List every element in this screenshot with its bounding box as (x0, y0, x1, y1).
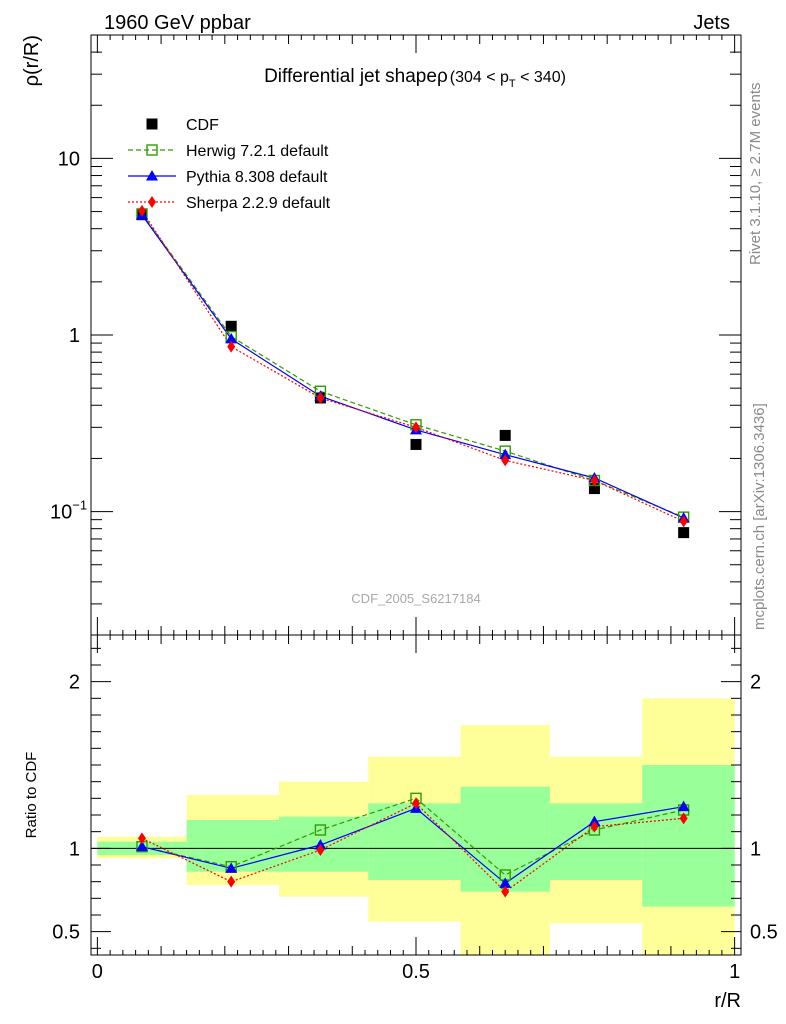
data-point-sherpa (590, 474, 599, 487)
ratio-y-tick-label-right: 1 (750, 838, 761, 860)
data-point-data (225, 320, 237, 332)
series-points-pythia (135, 209, 690, 523)
series-pythia (141, 214, 684, 519)
legend-marker-sherpa (148, 196, 156, 208)
ratio-y-tick-label: 2 (69, 672, 80, 694)
main-ticks: 10 1 10−1 (50, 34, 741, 636)
ratio-point-pythia (135, 840, 148, 852)
data-point-data (499, 429, 511, 441)
rivet-version-label: Rivet 3.1.10, ≥ 2.7M events (747, 83, 764, 266)
main-title-sub: T (509, 78, 516, 90)
mcplots-label: mcplots.cern.ch [arXiv:1306.3436] (751, 403, 768, 630)
x-tick-label: 0 (92, 961, 103, 983)
ratio-y-tick-label: 1 (69, 838, 80, 860)
series-points-data (136, 209, 690, 539)
x-tick-label: 0.5 (402, 961, 430, 983)
legend-label-pythia: Pythia 8.308 default (186, 169, 328, 186)
y-tick-label: 1 (69, 325, 80, 347)
data-point-sherpa (501, 454, 510, 467)
series-points-herwig (136, 208, 690, 523)
band-green (642, 765, 735, 907)
main-title: Differential jet shapeρ (304 < pT < 340) (264, 66, 566, 90)
x-axis-label: r/R (714, 990, 741, 1012)
ratio-point-sherpa (590, 820, 599, 833)
data-point-pythia (499, 448, 512, 460)
main-title-range: (304 < p (450, 69, 509, 86)
x-tick-label: 1 (729, 961, 740, 983)
data-point-pythia (225, 332, 238, 344)
series-line-herwig (141, 213, 684, 518)
ratio-y-tick-label-right: 0.5 (750, 922, 778, 944)
ratio-point-sherpa (501, 885, 510, 898)
ratio-point-pythia (677, 800, 690, 812)
ratio-y-tick-label: 0.5 (52, 922, 80, 944)
series-sherpa (141, 210, 684, 522)
data-point-sherpa (227, 340, 236, 353)
legend-label-herwig: Herwig 7.2.1 default (186, 143, 329, 160)
ratio-point-sherpa (679, 812, 688, 825)
ratio-point-sherpa (137, 832, 146, 845)
band-green (186, 820, 279, 872)
ratio-panel: 0.5 0.5 1 1 2 2 0 0.5 1 Ratio to CDF r/R (23, 634, 778, 1012)
ratio-y-tick-label-right: 2 (750, 672, 761, 694)
y-tick-label: 10−1 (50, 498, 87, 524)
legend-label-data: CDF (186, 117, 219, 134)
ratio-y-axis-label: Ratio to CDF (23, 752, 40, 839)
y-tick-label-exponent: −1 (72, 498, 87, 513)
series-herwig (141, 213, 684, 518)
band-green (368, 803, 461, 880)
data-point-sherpa (137, 204, 146, 217)
process-label: Jets (693, 12, 730, 34)
series-line-pythia (141, 214, 684, 519)
ratio-point-sherpa (412, 797, 420, 810)
legend-marker-herwig (146, 144, 158, 156)
legend: CDF Herwig 7.2.1 default Pythia 8.308 defa… (128, 117, 331, 212)
watermark-label: CDF_2005_S6217184 (351, 591, 480, 606)
series-points-sherpa (137, 204, 688, 528)
data-point-data (678, 527, 690, 539)
y-tick-label: 10 (58, 148, 80, 170)
main-marks (135, 204, 690, 539)
ratio-point-herwig (314, 824, 327, 836)
data-point-data (410, 438, 422, 450)
main-y-axis-label: ρ(r/R) (21, 35, 43, 86)
ratio-ticks: 0.5 0.5 1 1 2 2 0 0.5 1 (52, 635, 778, 983)
main-title-text: Differential jet shapeρ (264, 66, 448, 87)
ratio-point-sherpa (316, 844, 325, 856)
energy-label: 1960 GeV ppbar (104, 12, 251, 34)
main-title-range-end: < 340) (516, 69, 566, 86)
band-green (549, 803, 643, 880)
legend-label-sherpa: Sherpa 2.2.9 default (186, 195, 331, 212)
ratio-points-sherpa (137, 797, 688, 898)
ratio-point-pythia (225, 862, 238, 873)
ratio-marks (91, 698, 741, 955)
band-green (460, 786, 550, 892)
data-point-data (588, 483, 600, 495)
legend-marker-pythia (146, 170, 158, 181)
main-panel: 10 1 10−1 Differential jet shapeρ (304 < pT… (21, 34, 742, 636)
data-point-sherpa (316, 391, 325, 404)
data-point-sherpa (679, 515, 688, 528)
legend-marker-data (146, 118, 158, 130)
series-line-sherpa (141, 210, 684, 522)
data-point-sherpa (412, 421, 420, 434)
ratio-point-sherpa (227, 875, 236, 888)
ratio-point-pythia (499, 877, 512, 888)
